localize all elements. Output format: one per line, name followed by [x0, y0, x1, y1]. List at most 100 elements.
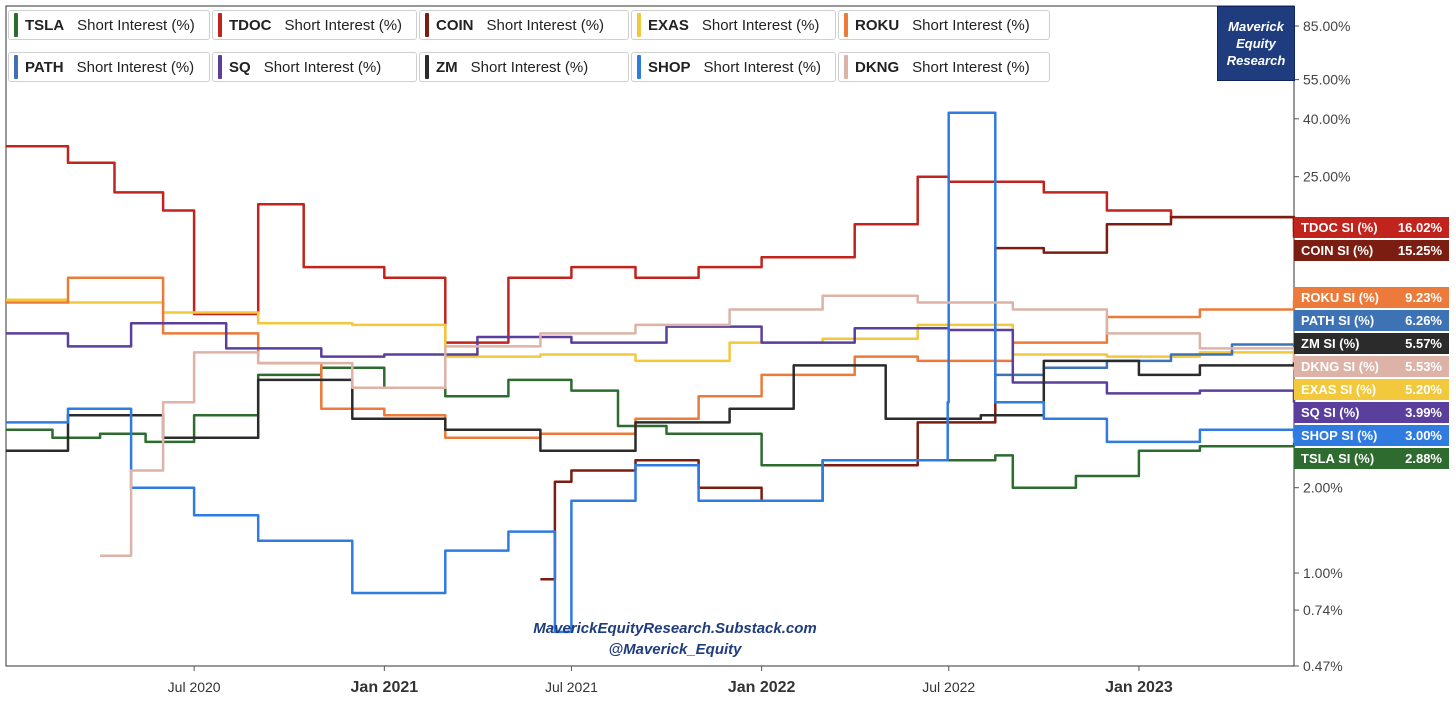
x-tick-label: Jul 2021: [545, 679, 598, 695]
legend-symbol: DKNG: [855, 58, 900, 76]
end-tag-label: ZM SI (%): [1301, 336, 1360, 351]
series-line-tdoc: [6, 145, 1296, 344]
end-tag-label: SQ SI (%): [1301, 405, 1360, 420]
legend-label: Short Interest (%): [77, 16, 195, 34]
end-tag-dkng: DKNG SI (%) 5.53%: [1294, 356, 1449, 377]
series-line-dkng: [100, 294, 1296, 558]
y-tick-label: 55.00%: [1303, 72, 1350, 88]
end-tag-value: 9.23%: [1405, 290, 1442, 305]
legend-swatch: [425, 13, 429, 37]
series-line-zm: [6, 359, 1296, 452]
end-tag-label: TDOC SI (%): [1301, 220, 1378, 235]
series-line-sq: [6, 322, 1296, 403]
y-tick-label: 85.00%: [1303, 18, 1350, 34]
watermark-handle: @Maverick_Equity: [608, 641, 742, 658]
series-line-roku: [6, 276, 1296, 440]
end-tag-value: 5.57%: [1405, 336, 1442, 351]
end-tag-path: PATH SI (%) 6.26%: [1294, 310, 1449, 331]
legend-symbol: SHOP: [648, 58, 691, 76]
plot-border: [5, 5, 1295, 667]
end-tag-value: 5.53%: [1405, 359, 1442, 374]
series-layer: [6, 111, 1296, 634]
y-tick-label: 1.00%: [1303, 565, 1343, 581]
legend-symbol: TSLA: [25, 16, 65, 34]
end-tag-tsla: TSLA SI (%) 2.88%: [1294, 448, 1449, 469]
legend-label: Short Interest (%): [263, 58, 382, 76]
brand-line-1: Maverick: [1228, 19, 1284, 34]
legend-symbol: ROKU: [855, 16, 900, 34]
x-tick-label: Jul 2020: [168, 679, 221, 695]
legend-item-exas[interactable]: EXAS Short Interest (%): [631, 10, 836, 40]
end-tag-value: 5.20%: [1405, 382, 1442, 397]
end-tag-exas: EXAS SI (%) 5.20%: [1294, 379, 1449, 400]
end-tag-value: 6.26%: [1405, 313, 1442, 328]
end-tag-zm: ZM SI (%) 5.57%: [1294, 333, 1449, 354]
end-tag-value: 3.99%: [1405, 405, 1442, 420]
legend-symbol: ZM: [436, 58, 458, 76]
legend-label: Short Interest (%): [701, 16, 820, 34]
legend-swatch: [425, 55, 429, 79]
legend-item-tsla[interactable]: TSLA Short Interest (%): [8, 10, 210, 40]
legend-label: Short Interest (%): [912, 16, 1030, 34]
brand-line-3: Research: [1226, 53, 1286, 68]
y-tick-label: 25.00%: [1303, 169, 1350, 185]
end-tag-label: TSLA SI (%): [1301, 451, 1375, 466]
series-line-shop: [6, 111, 1296, 634]
end-tag-roku: ROKU SI (%) 9.23%: [1294, 287, 1449, 308]
x-tick-label: Jan 2022: [728, 679, 796, 696]
end-tag-label: EXAS SI (%): [1301, 382, 1377, 397]
legend-label: Short Interest (%): [470, 58, 589, 76]
legend-swatch: [844, 13, 848, 37]
end-tag-value: 15.25%: [1397, 243, 1442, 258]
end-tag-coin: COIN SI (%) 15.25%: [1294, 240, 1449, 261]
series-line-tsla: [6, 366, 1296, 489]
brand-logo: Maverick Equity Research: [1217, 6, 1295, 81]
end-tag-label: PATH SI (%): [1301, 313, 1375, 328]
end-tag-shop: SHOP SI (%) 3.00%: [1294, 425, 1449, 446]
end-tag-tdoc: TDOC SI (%) 16.02%: [1294, 217, 1449, 238]
y-tick-label: 0.74%: [1303, 602, 1343, 618]
x-tick-label: Jul 2022: [922, 679, 975, 695]
watermark-url: MaverickEquityResearch.Substack.com: [533, 620, 817, 637]
series-line-exas: [6, 298, 1296, 370]
end-tag-value: 2.88%: [1405, 451, 1442, 466]
brand-line-2: Equity: [1236, 36, 1276, 51]
legend-symbol: SQ: [229, 58, 251, 76]
legend-swatch: [637, 13, 641, 37]
end-tag-label: COIN SI (%): [1301, 243, 1374, 258]
end-tag-value: 16.02%: [1397, 220, 1442, 235]
end-tag-label: DKNG SI (%): [1301, 359, 1379, 374]
legend-swatch: [14, 55, 18, 79]
legend-item-zm[interactable]: ZM Short Interest (%): [419, 52, 629, 82]
y-tick-label: 2.00%: [1303, 480, 1343, 496]
legend-swatch: [844, 55, 848, 79]
legend-symbol: EXAS: [648, 16, 689, 34]
legend-item-sq[interactable]: SQ Short Interest (%): [212, 52, 417, 82]
legend-symbol: COIN: [436, 16, 474, 34]
legend-label: Short Interest (%): [912, 58, 1030, 76]
legend-item-tdoc[interactable]: TDOC Short Interest (%): [212, 10, 417, 40]
y-axis: 85.00% 55.00% 40.00% 25.00% 2.00% 1.00% 0.74% 0…: [1294, 18, 1350, 674]
legend-item-dkng[interactable]: DKNG Short Interest (%): [838, 52, 1050, 82]
legend-item-shop[interactable]: SHOP Short Interest (%): [631, 52, 836, 82]
legend-item-roku[interactable]: ROKU Short Interest (%): [838, 10, 1050, 40]
legend-label: Short Interest (%): [703, 58, 822, 76]
legend-swatch: [637, 55, 641, 79]
legend-swatch: [218, 55, 222, 79]
end-tag-sq: SQ SI (%) 3.99%: [1294, 402, 1449, 423]
legend-label: Short Interest (%): [76, 58, 195, 76]
end-tag-value: 3.00%: [1405, 428, 1442, 443]
x-tick-label: Jan 2023: [1105, 679, 1173, 696]
legend-symbol: TDOC: [229, 16, 272, 34]
legend-symbol: PATH: [25, 58, 64, 76]
x-tick-label: Jan 2021: [351, 679, 419, 696]
legend-swatch: [14, 13, 18, 37]
end-tag-label: SHOP SI (%): [1301, 428, 1378, 443]
y-tick-label: 0.47%: [1303, 658, 1343, 674]
legend-label: Short Interest (%): [284, 16, 403, 34]
legend-item-coin[interactable]: COIN Short Interest (%): [419, 10, 629, 40]
legend-item-path[interactable]: PATH Short Interest (%): [8, 52, 210, 82]
end-tag-label: ROKU SI (%): [1301, 290, 1379, 305]
legend-label: Short Interest (%): [486, 16, 605, 34]
